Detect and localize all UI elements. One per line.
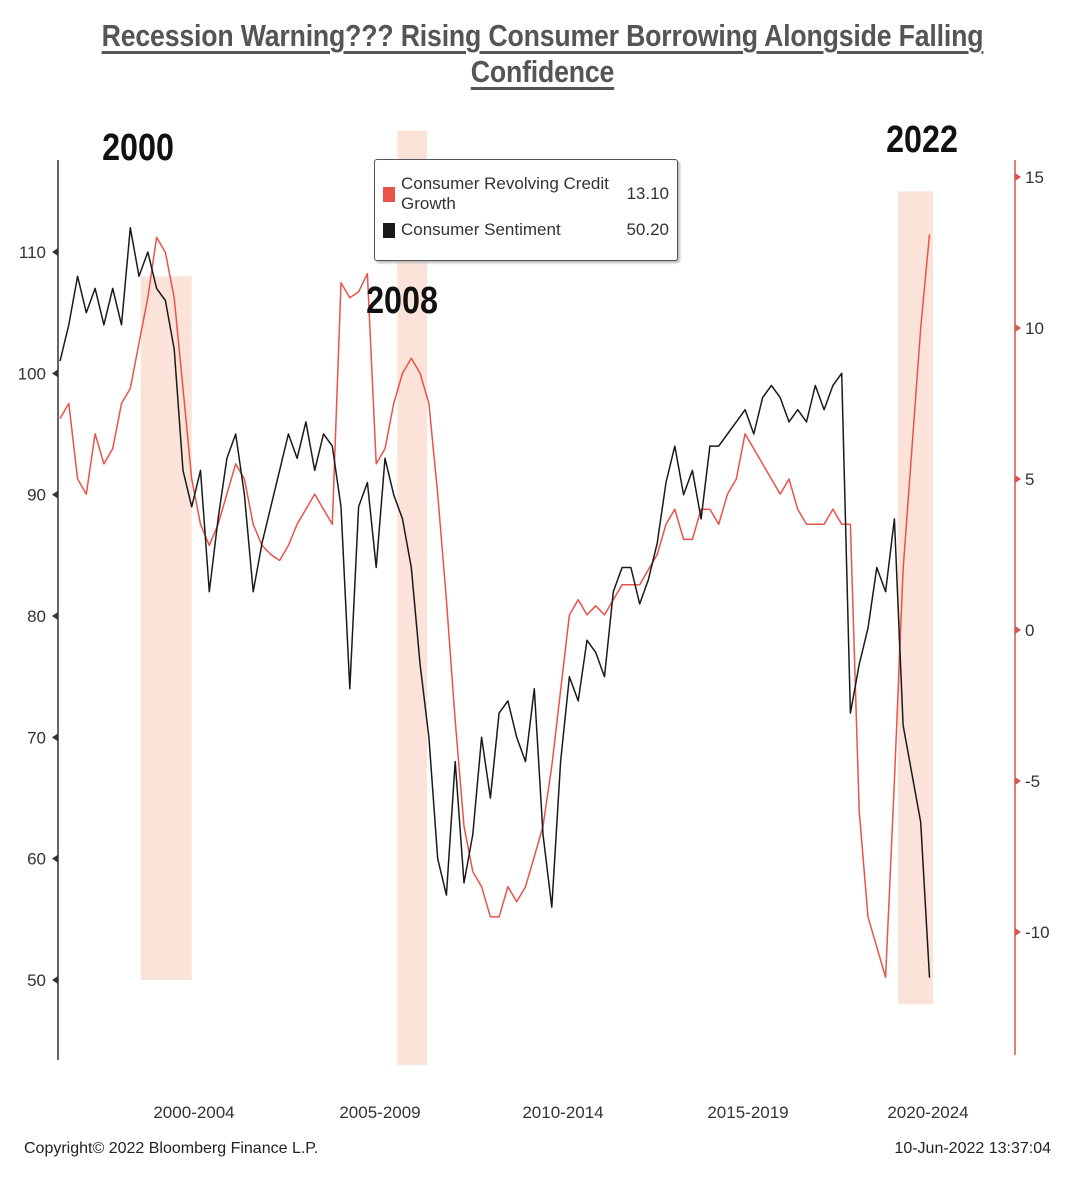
legend-value-credit: 13.10	[626, 184, 669, 203]
x-tick-label-1: 2005-2009	[339, 1103, 420, 1122]
legend-label-credit: Consumer Revolving Credit Growth	[401, 174, 609, 213]
right-tick-mark-10	[1015, 324, 1021, 332]
right-tick-mark--10	[1015, 928, 1021, 936]
left-tick-label-70: 70	[27, 728, 46, 747]
legend-item-credit: Consumer Revolving Credit Growth 13.10	[383, 174, 669, 213]
x-tick-label-2: 2010-2014	[522, 1103, 603, 1122]
right-tick-label-0: 0	[1025, 621, 1034, 640]
x-axis: 2000-2004 2005-2009 2010-2014 2015-2019 2020…	[153, 1103, 968, 1122]
right-tick-mark--5	[1015, 777, 1021, 785]
left-tick-mark-70	[52, 733, 58, 742]
legend-swatch-sentiment	[383, 222, 395, 238]
shade-2000	[140, 276, 192, 980]
x-tick-label-3: 2015-2019	[707, 1103, 788, 1122]
right-tick-label-10: 10	[1025, 319, 1044, 338]
annotation-2000: 2000	[102, 127, 174, 169]
series-line-consumer-sentiment	[59, 226, 931, 978]
timestamp-text: 10-Jun-2022 13:37:04	[894, 1140, 1051, 1157]
right-tick-mark-15	[1015, 173, 1021, 181]
shade-2022	[897, 191, 933, 1005]
right-tick-label--5: -5	[1025, 772, 1040, 791]
x-tick-label-0: 2000-2004	[153, 1103, 234, 1122]
left-tick-label-90: 90	[27, 486, 46, 505]
left-tick-label-50: 50	[27, 971, 46, 990]
annotation-2008: 2008	[366, 280, 438, 322]
chart-title: Recession Warning??? Rising Consumer Bor…	[101, 18, 984, 89]
left-tick-label-100: 100	[18, 364, 46, 383]
left-tick-mark-60	[52, 854, 58, 863]
legend-swatch-credit	[383, 186, 395, 202]
legend: Consumer Revolving Credit Growth 13.10 C…	[374, 159, 678, 261]
left-tick-label-110: 110	[19, 243, 46, 262]
shade-2008	[397, 130, 428, 1065]
annotation-2022: 2022	[886, 119, 958, 161]
right-tick-label-15: 15	[1025, 168, 1044, 187]
left-tick-mark-100	[52, 369, 58, 378]
legend-label-sentiment: Consumer Sentiment	[401, 220, 561, 239]
right-tick-label-5: 5	[1025, 470, 1034, 489]
left-tick-label-60: 60	[27, 850, 46, 869]
left-tick-mark-80	[52, 612, 58, 620]
right-axis: -10 -5 0 5 10 15	[1014, 160, 1050, 1055]
right-tick-label--10: -10	[1025, 923, 1050, 942]
left-tick-mark-90	[52, 490, 58, 499]
copyright-text: Copyright© 2022 Bloomberg Finance L.P.	[24, 1140, 319, 1157]
left-axis: 50 60 70 80 90 100 110	[18, 160, 59, 1060]
series-lines	[59, 226, 931, 979]
x-tick-label-4: 2020-2024	[887, 1103, 968, 1122]
left-tick-mark-50	[52, 976, 58, 984]
left-tick-label-80: 80	[27, 607, 46, 626]
left-tick-mark-110	[52, 248, 58, 256]
legend-item-sentiment: Consumer Sentiment 50.20	[383, 218, 669, 242]
period-annotations: 2000 2008 2022	[102, 119, 958, 322]
right-tick-mark-0	[1015, 626, 1021, 634]
right-tick-mark-5	[1015, 475, 1021, 483]
recession-shades	[140, 130, 933, 1065]
legend-value-sentiment: 50.20	[626, 220, 669, 239]
